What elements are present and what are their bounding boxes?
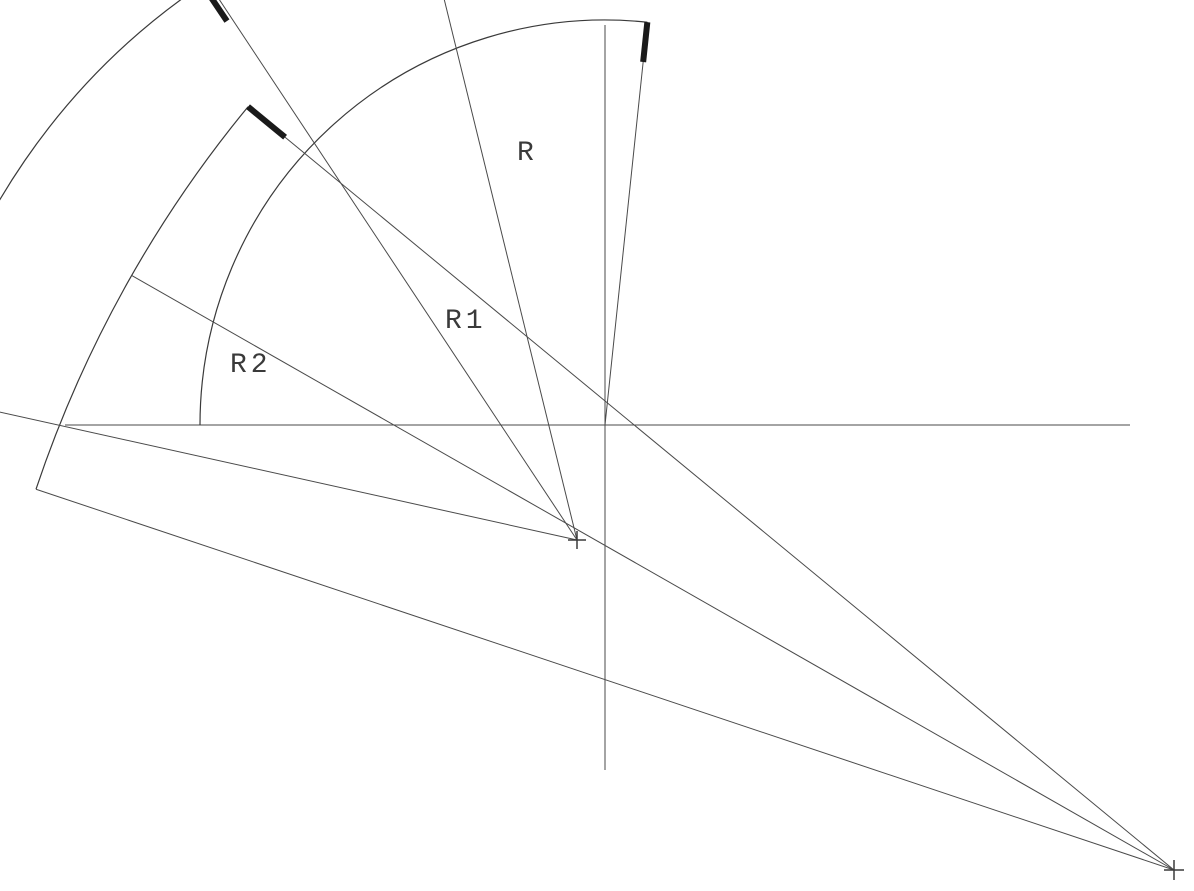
thick-mark-0: [643, 22, 647, 62]
thick-mark-1: [202, 0, 227, 21]
label-R: R: [517, 138, 538, 169]
arcs-group: [0, 0, 647, 489]
arc-R2: [36, 107, 248, 490]
labels-group: R R1 R2: [230, 138, 538, 381]
ray-5: [132, 275, 1174, 870]
rays-group: [0, 0, 1174, 870]
center-marks-group: [568, 531, 1184, 880]
label-R2: R2: [230, 350, 272, 381]
label-R1: R1: [445, 306, 487, 337]
ray-1: [0, 395, 577, 540]
diagram-canvas: R R1 R2: [0, 0, 1194, 891]
ray-6: [248, 107, 1174, 870]
ray-3: [417, 0, 577, 540]
ray-0: [605, 22, 647, 425]
thick-mark-2: [248, 107, 285, 138]
arc-R1: [0, 0, 207, 395]
